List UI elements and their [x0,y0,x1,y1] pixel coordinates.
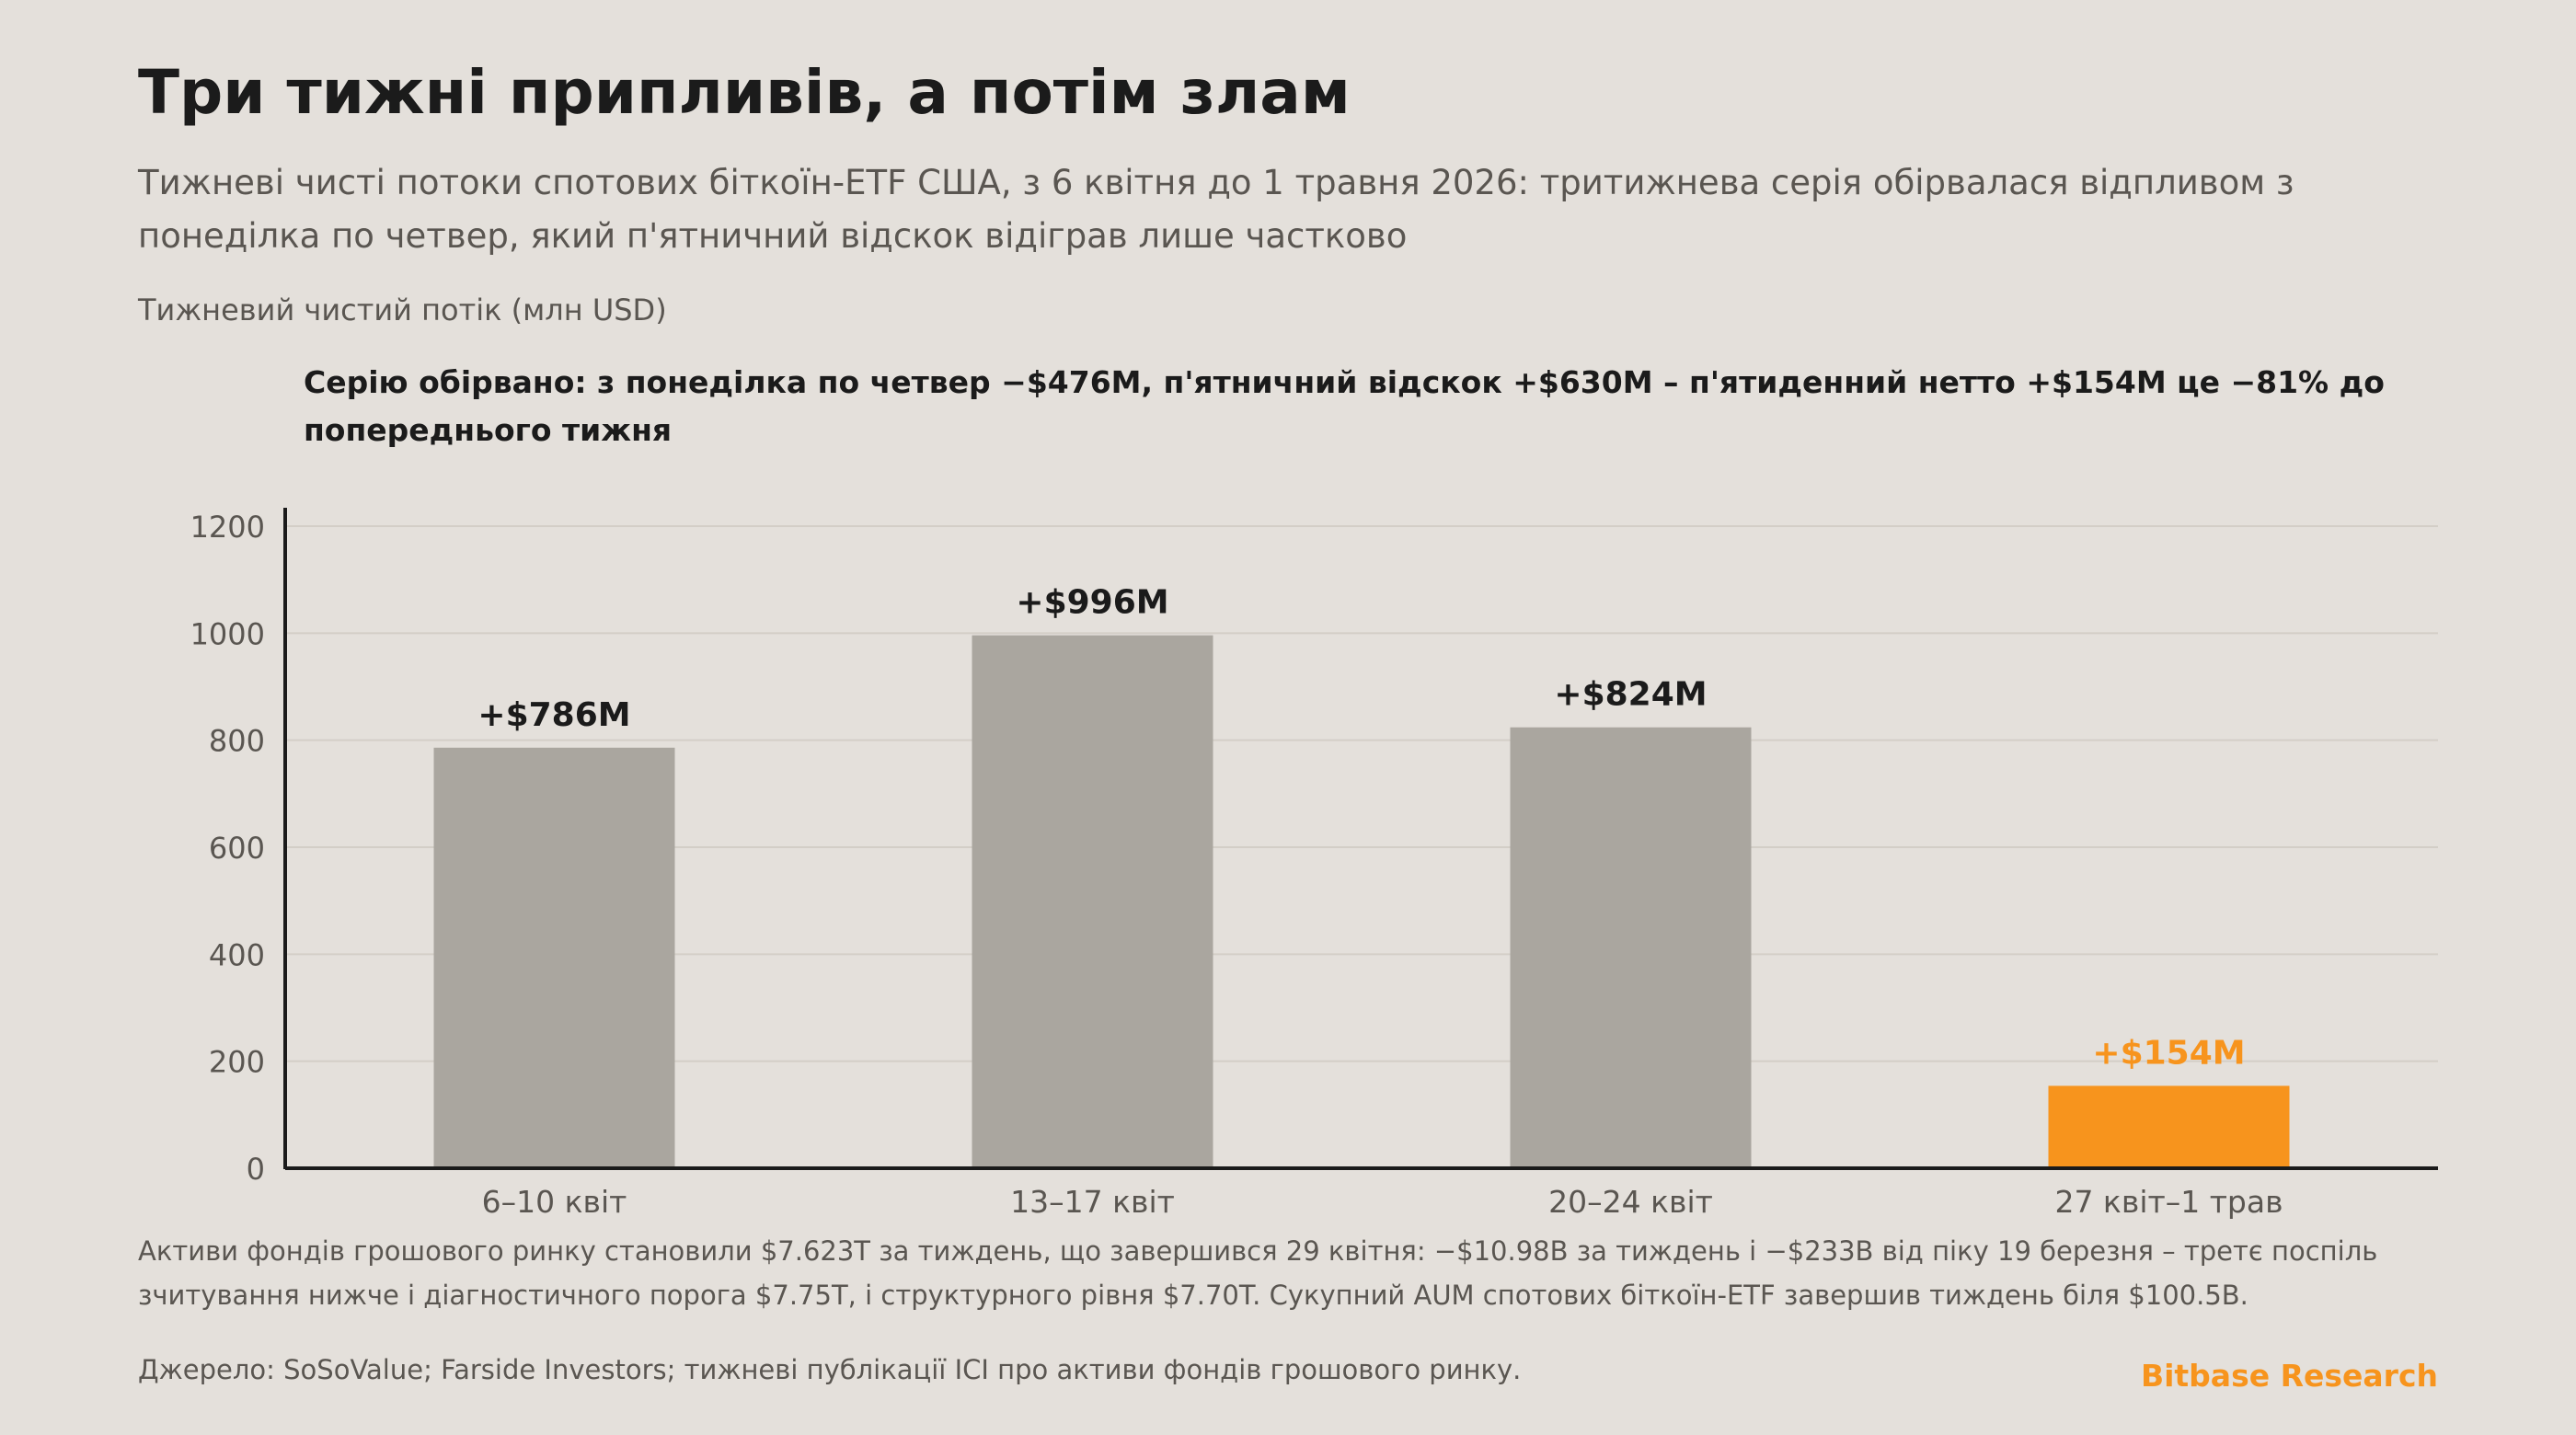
x-tick-label: 6–10 квіт [482,1184,627,1220]
y-tick-label: 800 [209,724,265,759]
x-tick-label: 27 квіт–1 трав [2054,1184,2283,1220]
data-label: +$786M [477,696,630,734]
x-tick-label: 20–24 квіт [1548,1184,1713,1220]
bar [1510,727,1752,1168]
y-tick-label: 400 [209,937,265,972]
y-tick-label: 1200 [190,510,265,545]
data-label: +$996M [1016,584,1168,622]
bar [2048,1085,2290,1168]
data-label: +$154M [2092,1034,2245,1072]
y-axis-label: Тижневий чистий потік (млн USD) [138,293,667,327]
source-note: Джерело: SoSoValue; Farside Investors; т… [138,1354,1522,1385]
data-label: +$824M [1554,676,1707,714]
brand-logo-text: Bitbase Research [2140,1358,2438,1394]
y-tick-label: 0 [247,1152,265,1187]
chart-title: Три тижні припливів, а потім злам [138,57,1351,128]
chart-annotation: Серію обірвано: з понеділка по четвер −$… [304,364,2385,448]
x-tick-label: 13–17 квіт [1010,1184,1175,1220]
bar [433,747,675,1168]
footnote: Активи фондів грошового ринку становили … [138,1235,2378,1311]
bar [972,635,1213,1168]
y-tick-label: 600 [209,831,265,866]
y-tick-label: 200 [209,1045,265,1080]
chart-subtitle: Тижневі чисті потоки спотових біткоїн-ET… [138,163,2294,256]
y-tick-label: 1000 [190,616,265,651]
